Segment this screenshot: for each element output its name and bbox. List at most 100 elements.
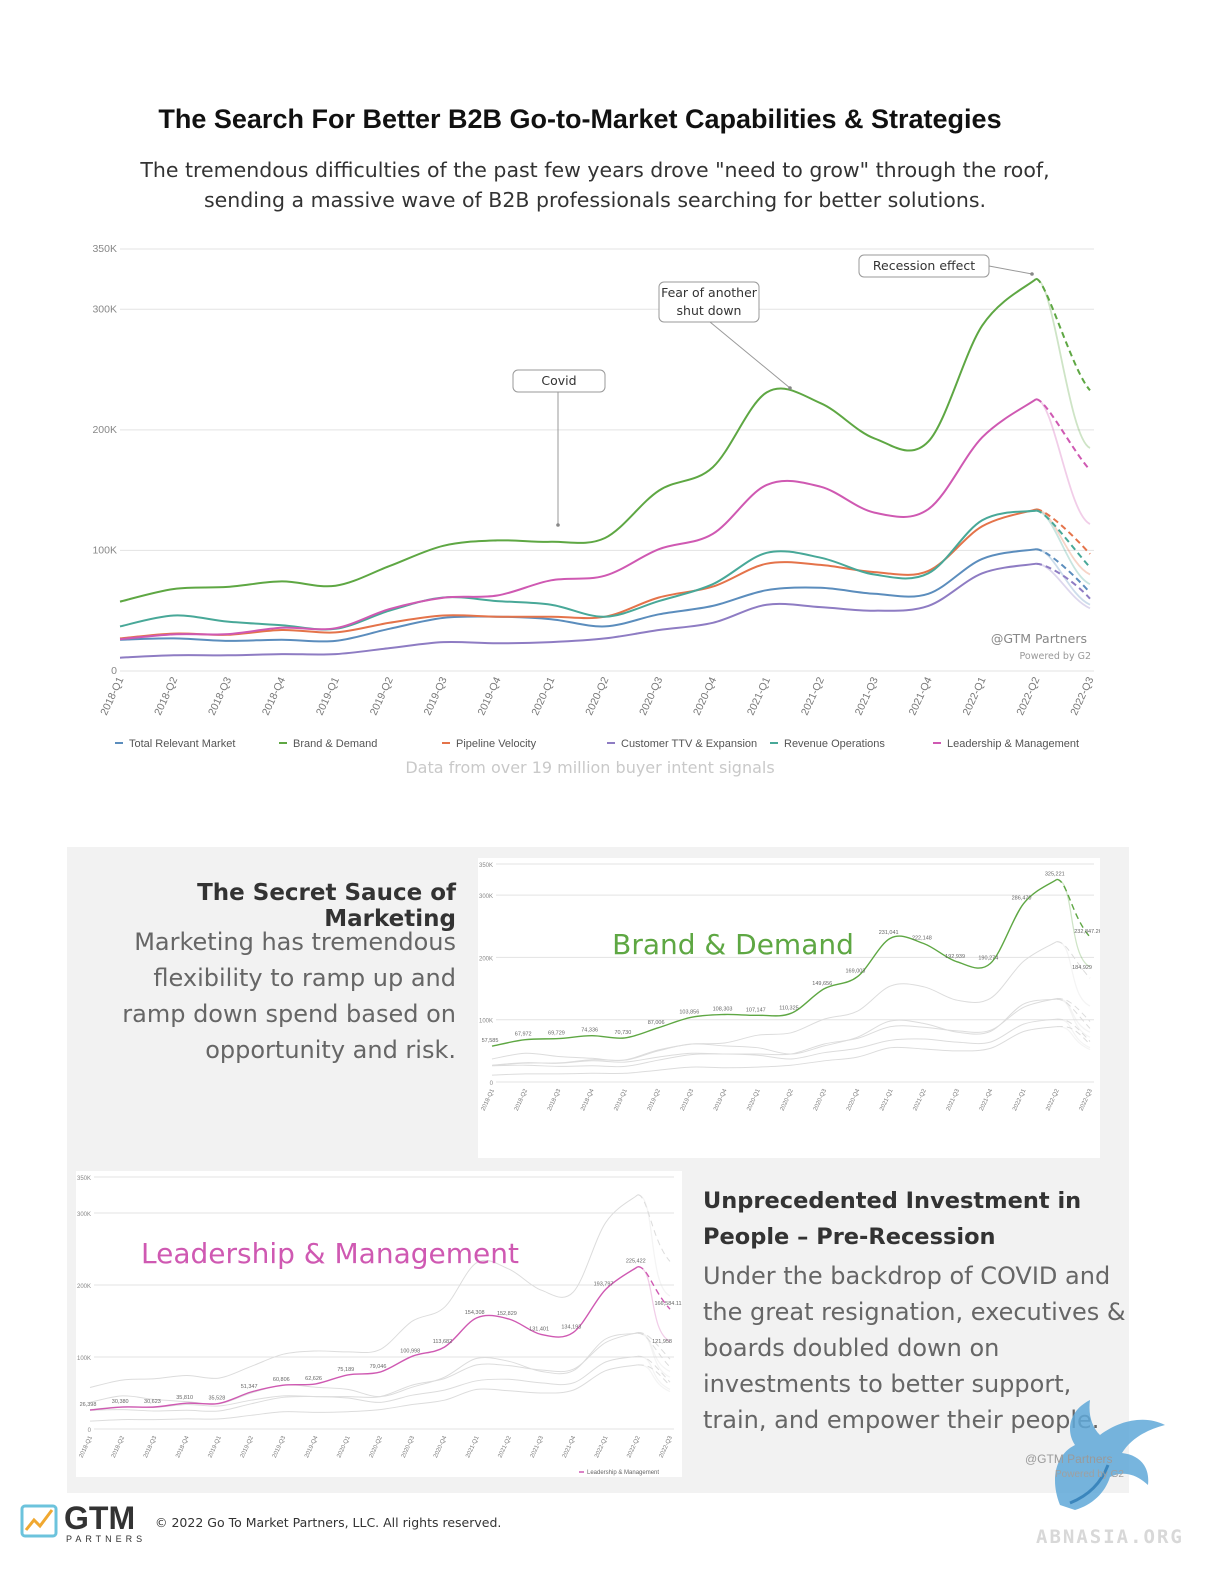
gtm-logo-icon (20, 1504, 58, 1538)
data-label: 107,147 (746, 1007, 766, 1013)
x-tick-label: 2018-Q1 (79, 1435, 95, 1459)
y-tick-label: 0 (88, 1428, 92, 1434)
x-tick-label: 2022-Q2 (1014, 675, 1042, 717)
x-tick-label: 2019-Q1 (613, 1088, 629, 1112)
forecast-line (1056, 1018, 1091, 1042)
series-line (119, 509, 1037, 631)
y-tick-label: 200K (92, 424, 117, 436)
y-tick-label: 100K (77, 1356, 91, 1362)
annotation-arrow-head (556, 523, 560, 527)
chart-watermark: @GTM Partners (991, 631, 1087, 646)
data-label: 193,797 (594, 1281, 614, 1287)
data-label: 149,656 (812, 981, 832, 987)
annotation-text: Covid (541, 373, 576, 388)
x-tick-label: 2018-Q4 (580, 1088, 596, 1112)
x-tick-label: 2022-Q1 (960, 675, 988, 717)
secret-sauce-title: The Secret Sauce of Marketing (197, 880, 456, 932)
x-tick-label: 2019-Q2 (647, 1088, 663, 1112)
x-tick-label: 2019-Q3 (680, 1088, 696, 1112)
logo-wordmark: GTM (64, 1500, 136, 1536)
data-label: 26,398 (80, 1402, 97, 1408)
data-label: 169,003 (845, 969, 865, 975)
forecast-alt-line (1056, 1025, 1091, 1051)
forecast-alt-line (1056, 998, 1091, 1038)
forecast-line (1056, 998, 1091, 1022)
series-line (491, 998, 1057, 1061)
legend-label: Brand & Demand (293, 738, 377, 750)
x-tick-label: 2019-Q3 (422, 675, 450, 717)
data-label: 103,856 (679, 1009, 699, 1015)
forecast-line (1035, 548, 1091, 594)
data-label: 108,303 (713, 1007, 733, 1013)
data-label: 225,422 (626, 1259, 646, 1265)
y-tick-label: 0 (490, 1081, 494, 1087)
data-label: 57,585 (482, 1038, 499, 1044)
series-line (491, 878, 1058, 1047)
investment-title-line-1: Unprecedented Investment in (703, 1188, 1082, 1214)
data-label: 74,336 (581, 1028, 598, 1034)
data-label: 30,380 (112, 1399, 129, 1405)
data-label: 110,325 (779, 1005, 798, 1011)
x-tick-label: 2018-Q2 (152, 675, 180, 717)
chart-watermark-sub: Powered by G2 (1020, 651, 1092, 662)
x-tick-label: 2018-Q2 (111, 1435, 127, 1459)
forecast-line (1056, 1026, 1091, 1045)
copyright-text: © 2022 Go To Market Partners, LLC. All r… (155, 1515, 502, 1530)
secret-sauce-text-line: opportunity and risk. (205, 1036, 456, 1064)
x-tick-label: 2019-Q2 (240, 1435, 256, 1459)
x-tick-label: 2019-Q3 (272, 1435, 288, 1459)
y-tick-label: 200K (77, 1284, 91, 1290)
x-tick-label: 2018-Q1 (98, 675, 126, 717)
forecast-line (637, 1364, 671, 1387)
x-tick-label: 2020-Q4 (691, 675, 719, 717)
annotation-box (658, 281, 760, 323)
series-line (491, 1026, 1057, 1076)
x-tick-label: 2021-Q4 (907, 675, 935, 717)
series-line (119, 562, 1037, 659)
watermark-text: @GTM Partners (1025, 1452, 1113, 1466)
series-line (89, 1194, 639, 1388)
x-tick-label: 2021-Q3 (530, 1435, 546, 1459)
series-line (491, 998, 1057, 1066)
legend-label: Revenue Operations (784, 738, 885, 750)
x-tick-label: 2020-Q1 (529, 675, 557, 717)
x-tick-label: 2019-Q2 (368, 675, 396, 717)
data-label: 30,623 (144, 1399, 161, 1405)
forecast-line (637, 1332, 671, 1360)
y-tick-label: 300K (77, 1212, 91, 1218)
secret-sauce-text-line: ramp down spend based on (122, 1000, 456, 1028)
x-tick-label: 2020-Q3 (637, 675, 665, 717)
x-tick-label: 2022-Q3 (659, 1435, 675, 1459)
investment-text-line: boards doubled down on (703, 1334, 1000, 1362)
x-tick-label: 2021-Q4 (979, 1088, 995, 1112)
data-label: 70,730 (614, 1030, 631, 1036)
x-tick-label: 2022-Q1 (1012, 1088, 1028, 1112)
x-tick-label: 2021-Q1 (879, 1088, 895, 1112)
y-tick-label: 300K (479, 894, 493, 900)
gtm-partners-logo: GTM PARTNERS (20, 1500, 150, 1549)
data-label: 51,347 (241, 1384, 258, 1390)
forecast-line (637, 1355, 671, 1383)
forecast-alt-line (637, 1194, 671, 1297)
data-label: 79,046 (370, 1364, 387, 1370)
data-label: 166,584.11 (654, 1301, 681, 1307)
investment-text-line: investments to better support, (703, 1370, 1072, 1398)
forecast-line (1056, 941, 1091, 979)
data-label: 184,929 (1072, 965, 1092, 971)
forecast-alt-line (637, 1266, 671, 1342)
x-tick-label: 2020-Q4 (433, 1435, 449, 1459)
investment-text-line: the great resignation, executives & (703, 1298, 1126, 1326)
x-tick-label: 2021-Q1 (745, 675, 773, 717)
x-tick-label: 2019-Q4 (713, 1088, 729, 1112)
data-label: 134,193 (561, 1324, 581, 1330)
forecast-alt-line (637, 1331, 671, 1372)
x-tick-label: 2018-Q3 (206, 675, 234, 717)
investment-text-line: train, and empower their people. (703, 1406, 1100, 1434)
legend-label: Leadership & Management (587, 1470, 659, 1476)
data-label: 69,729 (548, 1031, 565, 1037)
series-line (89, 1364, 638, 1422)
data-label: 190,274 (978, 955, 998, 961)
data-label: 232,847.26 (1074, 929, 1100, 935)
forecast-alt-line (1056, 1018, 1091, 1049)
y-tick-label: 300K (92, 303, 117, 315)
